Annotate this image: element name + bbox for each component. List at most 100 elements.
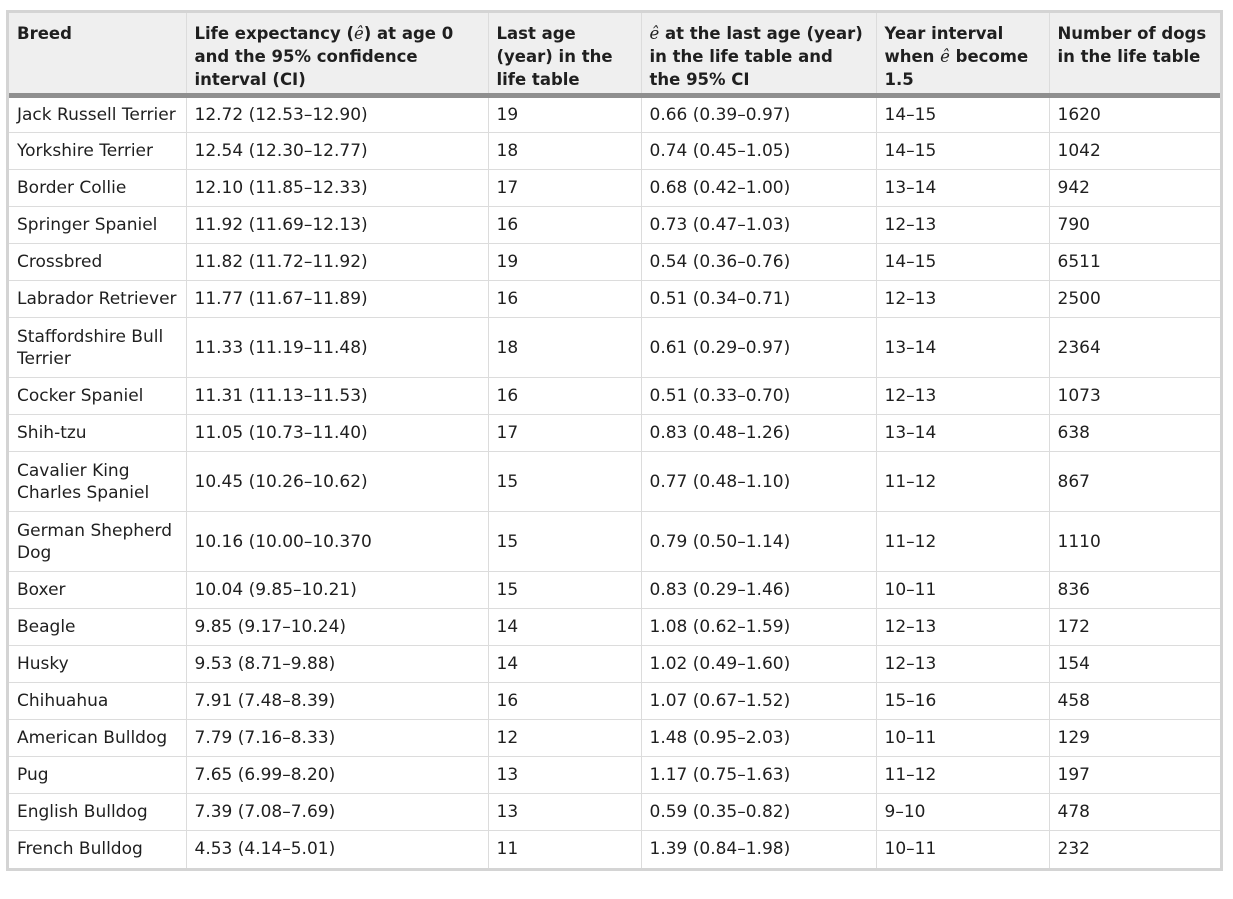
cell-ehat-last-age: 1.07 (0.67–1.52) [640,682,876,720]
cell-last-age: 18 [487,317,641,378]
cell-breed: German Shepherd Dog [9,511,186,572]
cell-last-age: 14 [487,608,641,646]
table-row: French Bulldog 4.53 (4.14–5.01) 11 1.39 (0.… [9,830,1220,868]
header-breed: Breed [9,13,186,98]
cell-breed: English Bulldog [9,793,186,831]
cell-life-expectancy: 7.79 (7.16–8.33) [185,719,488,757]
table-row: German Shepherd Dog 10.16 (10.00–10.370 15… [9,511,1220,572]
cell-last-age: 16 [487,206,641,244]
cell-year-interval: 13–14 [875,317,1049,378]
cell-last-age: 19 [487,95,641,133]
cell-last-age: 13 [487,793,641,831]
cell-number-of-dogs: 458 [1048,682,1220,720]
table-row: Crossbred 11.82 (11.72–11.92) 19 0.54 (0.36… [9,243,1220,281]
cell-life-expectancy: 11.05 (10.73–11.40) [185,414,488,452]
cell-year-interval: 12–13 [875,377,1049,415]
cell-year-interval: 12–13 [875,280,1049,318]
table-row: Boxer 10.04 (9.85–10.21) 15 0.83 (0.29–1.46… [9,571,1220,609]
cell-number-of-dogs: 2500 [1048,280,1220,318]
cell-number-of-dogs: 942 [1048,169,1220,207]
cell-year-interval: 10–11 [875,719,1049,757]
cell-ehat-last-age: 0.68 (0.42–1.00) [640,169,876,207]
cell-year-interval: 14–15 [875,132,1049,170]
cell-number-of-dogs: 232 [1048,830,1220,868]
cell-number-of-dogs: 2364 [1048,317,1220,378]
cell-ehat-last-age: 0.74 (0.45–1.05) [640,132,876,170]
cell-ehat-last-age: 0.79 (0.50–1.14) [640,511,876,572]
cell-number-of-dogs: 790 [1048,206,1220,244]
cell-life-expectancy: 7.39 (7.08–7.69) [185,793,488,831]
cell-year-interval: 12–13 [875,645,1049,683]
cell-breed: Boxer [9,571,186,609]
header-number-of-dogs: Number of dogs in the life table [1048,13,1220,98]
cell-ehat-last-age: 1.02 (0.49–1.60) [640,645,876,683]
cell-ehat-last-age: 1.48 (0.95–2.03) [640,719,876,757]
cell-number-of-dogs: 6511 [1048,243,1220,281]
cell-breed: Yorkshire Terrier [9,132,186,170]
header-life-expectancy: Life expectancy (ê) at age 0 and the 95%… [185,13,488,98]
cell-number-of-dogs: 836 [1048,571,1220,609]
cell-ehat-last-age: 0.61 (0.29–0.97) [640,317,876,378]
cell-year-interval: 14–15 [875,95,1049,133]
cell-life-expectancy: 12.10 (11.85–12.33) [185,169,488,207]
table-row: Yorkshire Terrier 12.54 (12.30–12.77) 18 0.… [9,132,1220,170]
cell-year-interval: 9–10 [875,793,1049,831]
cell-life-expectancy: 12.54 (12.30–12.77) [185,132,488,170]
cell-last-age: 11 [487,830,641,868]
cell-breed: Beagle [9,608,186,646]
cell-year-interval: 11–12 [875,511,1049,572]
cell-number-of-dogs: 129 [1048,719,1220,757]
cell-ehat-last-age: 0.59 (0.35–0.82) [640,793,876,831]
cell-last-age: 14 [487,645,641,683]
cell-last-age: 19 [487,243,641,281]
cell-breed: Chihuahua [9,682,186,720]
table-row: Shih-tzu 11.05 (10.73–11.40) 17 0.83 (0.48–… [9,414,1220,452]
cell-number-of-dogs: 1042 [1048,132,1220,170]
table-row: Cocker Spaniel 11.31 (11.13–11.53) 16 0.51 … [9,377,1220,415]
cell-year-interval: 15–16 [875,682,1049,720]
table-row: Pug 7.65 (6.99–8.20) 13 1.17 (0.75–1.63) 11–… [9,756,1220,794]
cell-ehat-last-age: 0.83 (0.48–1.26) [640,414,876,452]
cell-number-of-dogs: 867 [1048,451,1220,512]
table-row: Beagle 9.85 (9.17–10.24) 14 1.08 (0.62–1.59… [9,608,1220,646]
cell-last-age: 15 [487,571,641,609]
cell-breed: Cocker Spaniel [9,377,186,415]
cell-number-of-dogs: 172 [1048,608,1220,646]
header-ehat-last-age: ê at the last age (year) in the life tab… [640,13,876,98]
table-row: Husky 9.53 (8.71–9.88) 14 1.02 (0.49–1.60) 1… [9,645,1220,683]
cell-breed: Jack Russell Terrier [17,105,176,125]
cell-last-age: 18 [487,132,641,170]
table-row: Jack Russell Terrier 12.72 (12.53–12.90) 1… [9,95,1220,133]
cell-life-expectancy: 11.31 (11.13–11.53) [185,377,488,415]
table-row: American Bulldog 7.79 (7.16–8.33) 12 1.48 (… [9,719,1220,757]
cell-life-expectancy: 7.91 (7.48–8.39) [185,682,488,720]
header-year-interval: Year interval when ê become 1.5 [875,13,1049,98]
cell-year-interval: 12–13 [875,608,1049,646]
cell-life-expectancy: 7.65 (6.99–8.20) [185,756,488,794]
cell-life-expectancy: 11.77 (11.67–11.89) [185,280,488,318]
cell-life-expectancy: 4.53 (4.14–5.01) [185,830,488,868]
cell-breed: Staffordshire Bull Terrier [9,317,186,378]
cell-last-age: 17 [487,169,641,207]
cell-ehat-last-age: 1.39 (0.84–1.98) [640,830,876,868]
cell-life-expectancy: 9.85 (9.17–10.24) [185,608,488,646]
cell-ehat-last-age: 0.51 (0.34–0.71) [640,280,876,318]
cell-ehat-last-age: 0.54 (0.36–0.76) [640,243,876,281]
cell-last-age: 17 [487,414,641,452]
cell-last-age: 16 [487,377,641,415]
cell-year-interval: 13–14 [875,414,1049,452]
cell-year-interval: 10–11 [875,571,1049,609]
cell-breed: Pug [9,756,186,794]
cell-number-of-dogs: 154 [1048,645,1220,683]
cell-last-age: 15 [487,511,641,572]
cell-last-age: 13 [487,756,641,794]
cell-life-expectancy: 11.92 (11.69–12.13) [185,206,488,244]
life-table: Breed Life expectancy (ê) at age 0 and t… [6,10,1223,871]
cell-breed: Husky [9,645,186,683]
cell-year-interval: 11–12 [875,756,1049,794]
cell-number-of-dogs: 1620 [1048,95,1220,133]
cell-breed: Shih-tzu [9,414,186,452]
cell-last-age: 16 [487,682,641,720]
cell-year-interval: 10–11 [875,830,1049,868]
table-row: Springer Spaniel 11.92 (11.69–12.13) 16 0.7… [9,206,1220,244]
